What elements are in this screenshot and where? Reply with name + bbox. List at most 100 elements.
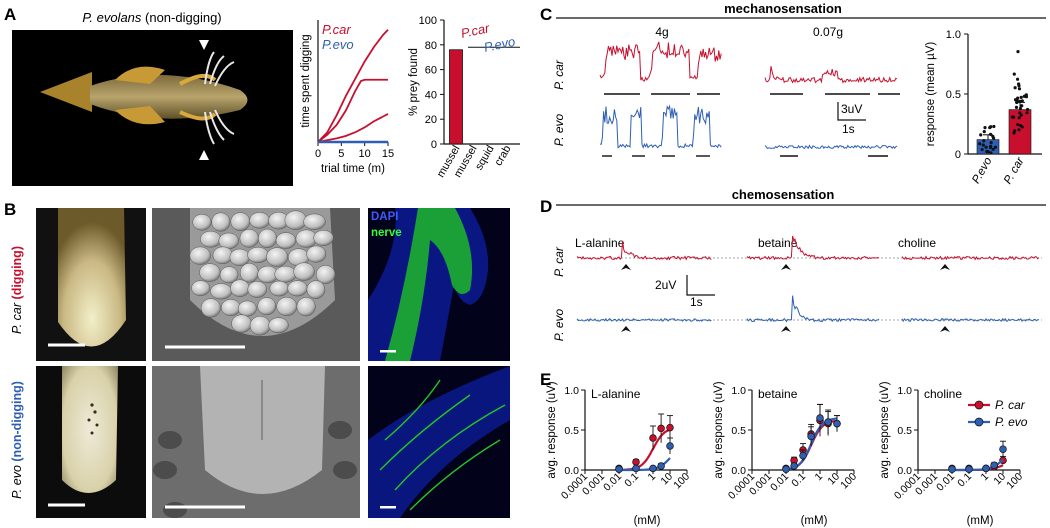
sem-papilla: [189, 246, 211, 265]
a-line-y-label: time spent digging: [300, 34, 312, 127]
c-bar-dot: [1025, 107, 1030, 112]
c-bar-dot: [979, 133, 983, 137]
sem-papilla: [192, 214, 212, 231]
c-bar-dot: [981, 143, 985, 147]
sem-papilla: [287, 280, 308, 297]
c-bar-dot: [983, 125, 987, 130]
e0-point: [649, 434, 657, 442]
stimulus-arrowhead-icon: [940, 326, 950, 332]
sem-papilla: [293, 262, 315, 281]
c-bar-dot: [1013, 86, 1017, 90]
a-bar-y-label: % prey found: [408, 48, 420, 116]
panel-b-label: B: [4, 200, 16, 219]
sem-papilla: [210, 283, 233, 300]
c-bar-dot: [1022, 94, 1026, 98]
c-bar-category-label: P. car: [1002, 154, 1027, 186]
sem-papilla: [191, 280, 211, 296]
a-line-x-label: trial time (m): [321, 163, 385, 175]
a-line-series-1: [317, 78, 388, 143]
stimulus-arrowhead-icon: [781, 264, 791, 270]
sem-papilla: [219, 266, 239, 284]
sem-papilla: [239, 263, 259, 283]
e2-y-label: avg. response (uV): [879, 381, 891, 478]
d-trace-evo-betaine: [746, 295, 880, 323]
c-bar-dot: [1019, 95, 1023, 99]
e0-point: [657, 424, 665, 433]
panel-c-label: C: [540, 5, 552, 24]
e0-point: [666, 442, 674, 450]
e-legend-marker-1: [974, 417, 984, 427]
d-row2-label: P. evo: [552, 308, 566, 341]
d-title: chemosensation: [732, 187, 835, 202]
d-scale-voltage: 2uV: [655, 278, 676, 292]
sem-papilla: [306, 245, 327, 263]
sem-papilla: [221, 299, 241, 317]
c-bar-dot: [993, 145, 998, 149]
e1-x-tick-label: 0.01: [768, 471, 791, 494]
stimulus-arrowhead-icon: [781, 326, 791, 332]
sem-papilla: [249, 315, 271, 336]
d-scale-bar: 2uV 1s: [655, 275, 715, 309]
c-bar-dot: [991, 147, 995, 151]
e1-point: [824, 418, 832, 426]
dapi-label: DAPI: [371, 211, 398, 223]
c-trace-evo-007g: [764, 144, 898, 150]
e2-x-tick-label: 0.1: [955, 471, 974, 490]
c-bar-category-label: P.evo: [970, 155, 995, 186]
e2-title: choline: [924, 387, 962, 401]
e0-y-tick-label: 1.0: [564, 385, 579, 397]
e2-x-tick-label: 100: [1004, 471, 1025, 492]
sem-papilla: [211, 212, 231, 232]
c-trace-car-007g: [764, 66, 898, 84]
a-line-x-tick-label: 15: [382, 148, 394, 160]
c-scale-time: 1s: [842, 122, 855, 136]
e2-x-tick-label: 1: [979, 471, 992, 484]
sem-papilla: [237, 300, 257, 317]
sem-papilla: [313, 229, 334, 246]
a-line-legend-car: P.car: [322, 22, 351, 37]
sem-papilla: [315, 265, 336, 284]
e0-point: [615, 465, 623, 473]
c-bar-dot: [1019, 113, 1023, 117]
sem-papilla: [218, 232, 239, 250]
c-bar-dot: [989, 151, 993, 155]
stimulus-arrowhead-icon: [621, 326, 631, 332]
a-line-x-tick-label: 5: [338, 148, 344, 160]
sem-papilla: [269, 280, 289, 297]
e1-x-label: (mM): [801, 515, 828, 527]
c-stim-high: 4g: [655, 25, 668, 39]
c-stim-low: 0.07g: [813, 25, 843, 39]
sem-papilla: [199, 263, 221, 282]
c-bar-dot: [1020, 99, 1024, 103]
c-bar-dot: [1018, 106, 1023, 111]
d-trace-evo-choline: [901, 317, 1039, 323]
d-trace-car-choline: [901, 255, 1040, 261]
e2-x-tick-label: 0.01: [934, 471, 957, 494]
c-bar-y-label: response (mean µV): [925, 42, 937, 147]
sem-papilla: [200, 230, 222, 248]
c-bar-y-tick-label: 0.5: [946, 89, 961, 101]
c-bar-dot: [982, 129, 986, 134]
c-bar-dot: [1020, 104, 1024, 108]
e1-point: [833, 419, 841, 428]
e0-point: [666, 423, 674, 432]
e0-y-label: avg. response (uV): [546, 381, 558, 478]
a-bar-y-tick-label: 80: [425, 40, 437, 52]
mechano-response-chart: 0 0.5 1.0 response (mean µV) P.evo P. car: [925, 29, 1042, 186]
sem-papilla: [274, 265, 297, 283]
d-scale-time: 1s: [690, 295, 703, 309]
d-compound-3: choline: [898, 236, 936, 250]
a-bar-category-label: crab: [493, 144, 514, 169]
panel-e-label: E: [540, 370, 551, 389]
c-bar-dot: [988, 145, 993, 149]
a-line-legend-evo: P.evo: [322, 37, 354, 52]
c-bar-y-tick-label: 0: [955, 149, 961, 161]
fluor-evo: [368, 366, 510, 518]
e2-x-label: (mM): [967, 515, 994, 527]
sem-papilla: [266, 247, 289, 267]
e1-x-tick-label: 1: [813, 471, 826, 484]
d-trace-car-betaine: [746, 235, 880, 261]
e2-point: [999, 445, 1007, 453]
e1-x-tick-label: 100: [838, 471, 859, 492]
